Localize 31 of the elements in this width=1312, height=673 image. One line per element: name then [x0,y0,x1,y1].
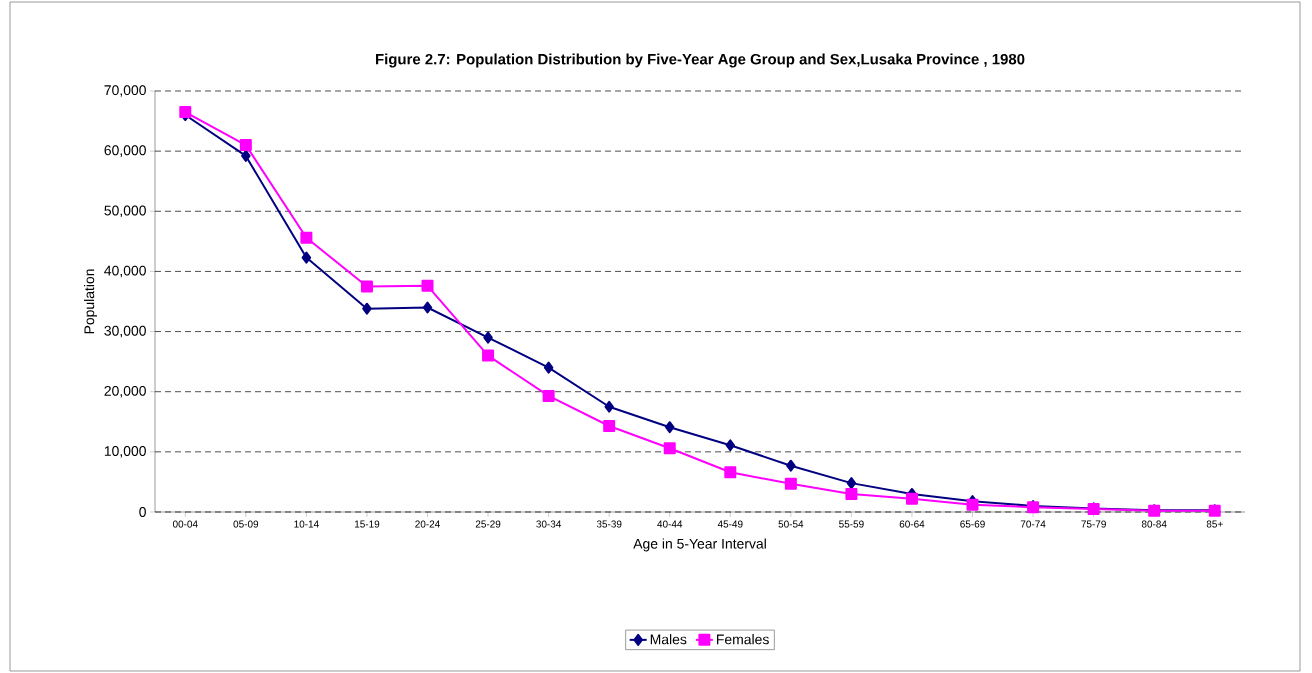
x-tick-label: 75-79 [1081,520,1106,528]
x-tick-label: 35-39 [596,520,622,528]
x-tick-label: 85+ [1206,520,1223,528]
x-tick-label: 00-04 [172,520,198,528]
x-tick-label: 45-49 [717,520,743,528]
legend-label: Females [717,634,769,645]
x-tick-label: 25-29 [475,520,501,528]
y-tick-label: 0 [139,507,146,517]
y-tick-label: 40,000 [104,265,146,278]
y-tick-label: 20,000 [104,385,146,398]
x-tick-label: 30-34 [536,520,562,528]
y-tick-label: 30,000 [104,325,146,338]
x-axis-title: Age in 5-Year Interval [633,538,766,552]
y-tick-label: 60,000 [104,145,146,157]
legend-label: Males [650,634,687,645]
x-tick-label: 55-59 [839,520,864,528]
x-tick-label: 20-24 [415,520,440,528]
y-tick-label: 70,000 [104,85,146,97]
y-axis-title: Population [83,269,97,334]
y-tick-label: 50,000 [104,205,146,218]
chart-title: Figure 2.7: Population Distribution by Five-Year Age Group and Sex,Lusaka Province , 1980 [376,53,1025,68]
x-tick-label: 65-69 [960,520,985,528]
x-tick-label: 80-84 [1141,520,1167,528]
x-tick-label: 05-09 [233,520,259,528]
x-tick-label: 50-54 [778,520,804,528]
x-tick-label: 70-74 [1020,520,1046,528]
y-tick-label: 10,000 [104,446,146,458]
x-tick-label: 10-14 [294,520,319,528]
x-tick-label: 60-64 [899,520,925,528]
x-tick-label: 40-44 [657,520,683,528]
x-tick-label: 15-19 [354,520,380,528]
